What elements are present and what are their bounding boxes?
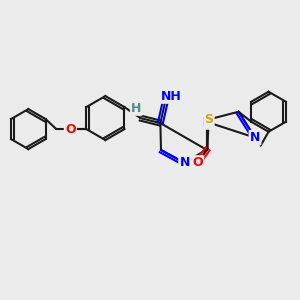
Text: O: O: [65, 123, 76, 136]
Text: NH: NH: [161, 90, 182, 103]
Text: N: N: [179, 156, 190, 170]
Text: O: O: [192, 156, 203, 170]
Text: H: H: [131, 102, 142, 115]
Text: N: N: [250, 131, 260, 144]
Text: S: S: [204, 113, 213, 126]
Text: N: N: [202, 116, 212, 128]
